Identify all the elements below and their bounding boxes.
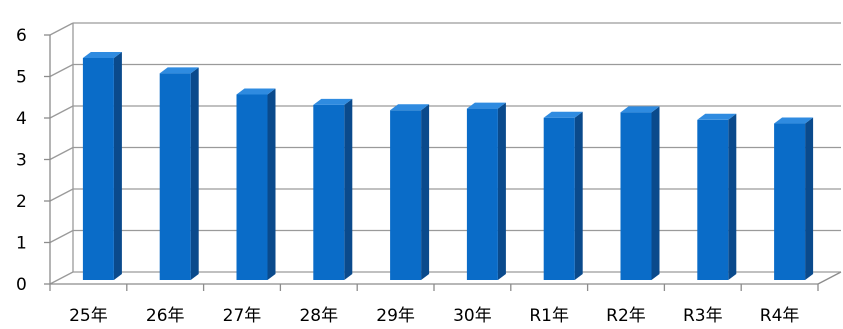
bar-top bbox=[313, 98, 353, 105]
x-tick-label: 25年 bbox=[69, 306, 108, 326]
bar-top bbox=[390, 104, 430, 111]
bar-side bbox=[651, 106, 660, 280]
bar-front bbox=[466, 108, 498, 280]
gridline-diagonal bbox=[49, 146, 74, 161]
gridline-diagonal bbox=[49, 63, 74, 78]
x-tick-label: 28年 bbox=[299, 306, 338, 326]
bar-front bbox=[236, 94, 268, 281]
x-tick-label: R4年 bbox=[760, 306, 800, 326]
x-tick-label: 29年 bbox=[376, 306, 415, 326]
y-tick-label: 2 bbox=[16, 192, 27, 212]
y-tick-label: 4 bbox=[16, 109, 27, 129]
bar-front bbox=[82, 57, 114, 280]
bar-top bbox=[236, 88, 276, 95]
bar-28年 bbox=[313, 98, 353, 281]
y-tick-labels: 0 1 2 3 4 5 6 bbox=[16, 26, 27, 295]
bar-R4年 bbox=[774, 117, 814, 280]
bar-side bbox=[805, 117, 814, 280]
axes bbox=[44, 34, 842, 291]
gridline-diagonal bbox=[49, 22, 74, 36]
bar-26年 bbox=[159, 67, 199, 280]
y-tick-label: 3 bbox=[16, 151, 27, 171]
bar-top bbox=[159, 67, 199, 74]
bar-front bbox=[620, 112, 652, 280]
bar-top bbox=[620, 106, 660, 113]
bar-front bbox=[697, 119, 729, 280]
bar-29年 bbox=[390, 104, 430, 280]
x-tick-label: R3年 bbox=[683, 306, 723, 326]
gridline-diagonal bbox=[49, 188, 74, 202]
bar-side bbox=[497, 102, 506, 280]
bar-top bbox=[466, 102, 506, 109]
gridline-diagonal bbox=[49, 229, 74, 244]
bar-30年 bbox=[466, 102, 506, 280]
x-tick-labels: 25年 26年 27年 28年 29年 30年 R1年 R2年 R3年 R4年 bbox=[69, 306, 799, 326]
gridline-diagonal bbox=[49, 271, 74, 285]
bar-R2年 bbox=[620, 106, 660, 280]
x-tick-label: 27年 bbox=[223, 306, 262, 326]
bar-front bbox=[313, 104, 345, 281]
bar-R1年 bbox=[543, 111, 583, 280]
bar-side bbox=[267, 88, 276, 281]
bar-side bbox=[574, 111, 583, 280]
bar-25年 bbox=[82, 51, 122, 280]
bar-front bbox=[159, 73, 191, 280]
bar-front bbox=[774, 123, 806, 280]
gridline-diagonal bbox=[49, 105, 74, 119]
bar-front bbox=[390, 110, 422, 280]
x-tick-label: R1年 bbox=[529, 306, 569, 326]
bar-side bbox=[344, 98, 353, 281]
bar-front bbox=[543, 117, 575, 280]
bar-top bbox=[774, 117, 814, 124]
bar-27年 bbox=[236, 88, 276, 281]
y-tick-label: 1 bbox=[16, 234, 27, 254]
gridlines bbox=[49, 22, 841, 285]
y-tick-label: 0 bbox=[16, 275, 27, 295]
bar-top bbox=[697, 113, 737, 120]
bar-top bbox=[543, 111, 583, 118]
bar-side bbox=[113, 51, 122, 280]
y-tick-label: 5 bbox=[16, 68, 27, 88]
bar-side bbox=[728, 113, 737, 280]
bar-side bbox=[190, 67, 199, 280]
floor-right-edge bbox=[817, 271, 842, 285]
bar-side bbox=[421, 104, 430, 280]
x-tick-label: 26年 bbox=[146, 306, 185, 326]
y-tick-label: 6 bbox=[16, 26, 27, 46]
bars bbox=[82, 51, 814, 281]
x-tick-label: 30年 bbox=[453, 306, 492, 326]
x-tick-label: R2年 bbox=[606, 306, 646, 326]
bar-R3年 bbox=[697, 113, 737, 280]
bar-top bbox=[82, 51, 122, 58]
